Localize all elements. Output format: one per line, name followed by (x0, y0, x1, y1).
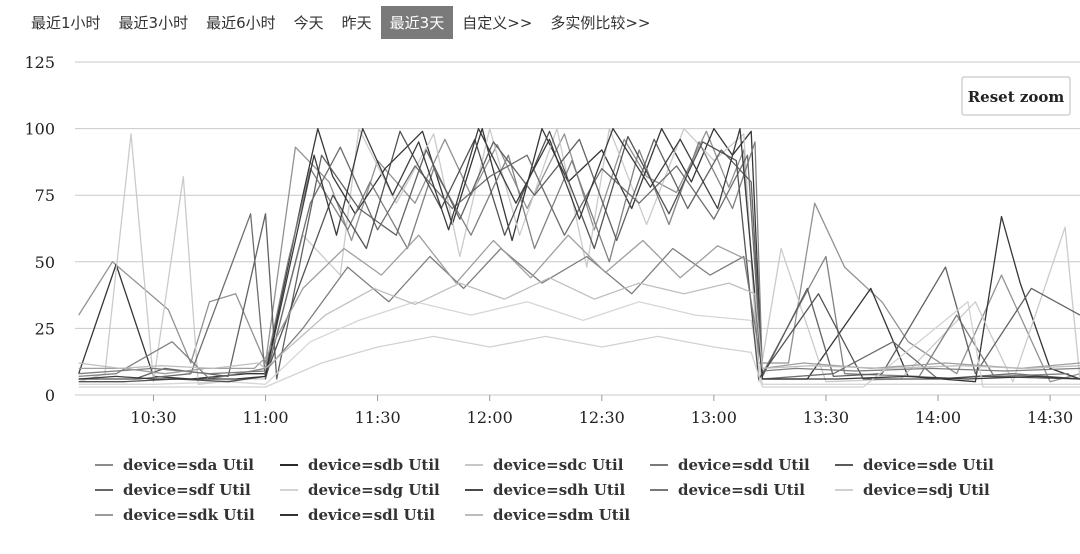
legend-label: device=sdg Util (308, 480, 440, 499)
legend-label: device=sdb Util (308, 455, 440, 474)
legend-item[interactable]: device=sda Util (95, 456, 280, 474)
x-tick-label: 12:00 (467, 408, 513, 427)
range-tab-today[interactable]: 今天 (293, 13, 324, 32)
legend-item[interactable]: device=sdk Util (95, 506, 280, 524)
legend-item[interactable]: device=sdi Util (650, 481, 835, 499)
legend-label: device=sdm Util (493, 505, 631, 524)
legend-item[interactable]: device=sdh Util (465, 481, 650, 499)
x-tick-label: 11:30 (355, 408, 401, 427)
range-tab-custom[interactable]: 自定义>> (462, 13, 533, 32)
legend-item[interactable]: device=sdl Util (280, 506, 465, 524)
x-axis-ticks: 10:30 11:00 11:30 12:00 12:30 13:00 13:30 14:00… (130, 395, 1073, 427)
legend-label: device=sdf Util (123, 480, 251, 499)
legend-swatch-icon (835, 488, 853, 491)
x-tick-label: 13:00 (691, 408, 737, 427)
series-line (78, 127, 1080, 383)
y-tick-label: 25 (35, 319, 55, 338)
x-tick-label: 14:30 (1027, 408, 1073, 427)
legend-swatch-icon (465, 488, 483, 491)
legend-item[interactable]: device=sde Util (835, 456, 1020, 474)
legend-swatch-icon (95, 513, 113, 516)
time-range-bar: 最近1小时 最近3小时 最近6小时 今天 昨天 最近3天 自定义>> 多实例比较… (22, 5, 660, 39)
x-tick-label: 14:00 (915, 408, 961, 427)
series-line (78, 247, 1080, 375)
range-tab-last-3h[interactable]: 最近3小时 (118, 13, 189, 32)
legend-item[interactable]: device=sdf Util (95, 481, 280, 499)
legend-item[interactable]: device=sdc Util (465, 456, 650, 474)
legend-swatch-icon (650, 488, 668, 491)
legend-item[interactable]: device=sdd Util (650, 456, 835, 474)
range-tab-multi-instance-compare[interactable]: 多实例比较>> (550, 13, 651, 32)
legend-label: device=sdd Util (678, 455, 810, 474)
x-tick-label: 13:30 (803, 408, 849, 427)
y-tick-label: 125 (24, 53, 55, 72)
x-tick-label: 12:30 (579, 408, 625, 427)
legend-row: device=sdk Util device=sdl Util device=sdm… (95, 502, 1055, 527)
y-tick-label: 0 (45, 386, 55, 405)
series-line (78, 301, 1080, 388)
series-line (78, 130, 1080, 383)
legend-row: device=sda Util device=sdb Util device=sdc… (95, 452, 1055, 477)
range-tab-yesterday[interactable]: 昨天 (341, 13, 372, 32)
series-line (78, 277, 1080, 370)
legend-label: device=sde Util (863, 455, 994, 474)
series-line (78, 301, 1080, 385)
reset-zoom-label[interactable]: Reset zoom (968, 88, 1065, 106)
x-tick-label: 11:00 (242, 408, 288, 427)
legend-swatch-icon (280, 488, 298, 491)
series-line (78, 130, 1080, 383)
legend-swatch-icon (95, 488, 113, 491)
legend-swatch-icon (465, 513, 483, 516)
legend-label: device=sda Util (123, 455, 254, 474)
legend-label: device=sdc Util (493, 455, 624, 474)
series-line (78, 138, 1080, 380)
legend-label: device=sdi Util (678, 480, 805, 499)
legend-item[interactable]: device=sdg Util (280, 481, 465, 499)
range-tab-last-1h[interactable]: 最近1小时 (31, 13, 101, 32)
legend-label: device=sdh Util (493, 480, 626, 499)
legend-swatch-icon (650, 463, 668, 466)
series-line (78, 146, 1080, 380)
legend-item[interactable]: device=sdm Util (465, 506, 650, 524)
series-line (78, 141, 1069, 380)
legend-label: device=sdj Util (863, 480, 990, 499)
grid-lines (75, 61, 1080, 396)
legend-swatch-icon (280, 463, 298, 466)
series-line (78, 234, 1080, 375)
range-tab-last-6h[interactable]: 最近6小时 (206, 13, 276, 32)
series-line (78, 127, 1080, 385)
legend-label: device=sdl Util (308, 505, 435, 524)
x-tick-label: 10:30 (130, 408, 176, 427)
legend-swatch-icon (280, 513, 298, 516)
plot-area (78, 127, 1080, 388)
legend-swatch-icon (95, 463, 113, 466)
legend-swatch-icon (465, 463, 483, 466)
legend-swatch-icon (835, 463, 853, 466)
y-tick-label: 100 (24, 120, 55, 139)
y-tick-label: 75 (35, 186, 55, 205)
range-tab-last-3d[interactable]: 最近3天 (380, 5, 454, 39)
legend-item[interactable]: device=sdj Util (835, 481, 1020, 499)
y-tick-label: 50 (35, 253, 55, 272)
y-axis-ticks: 0 25 50 75 100 125 (24, 53, 55, 405)
legend-item[interactable]: device=sdb Util (280, 456, 465, 474)
series-line (78, 127, 1080, 380)
legend-row: device=sdf Util device=sdg Util device=sdh… (95, 477, 1055, 502)
legend-label: device=sdk Util (123, 505, 255, 524)
chart-legend: device=sda Util device=sdb Util device=sdc… (95, 452, 1055, 527)
reset-zoom-button[interactable]: Reset zoom (961, 76, 1071, 116)
